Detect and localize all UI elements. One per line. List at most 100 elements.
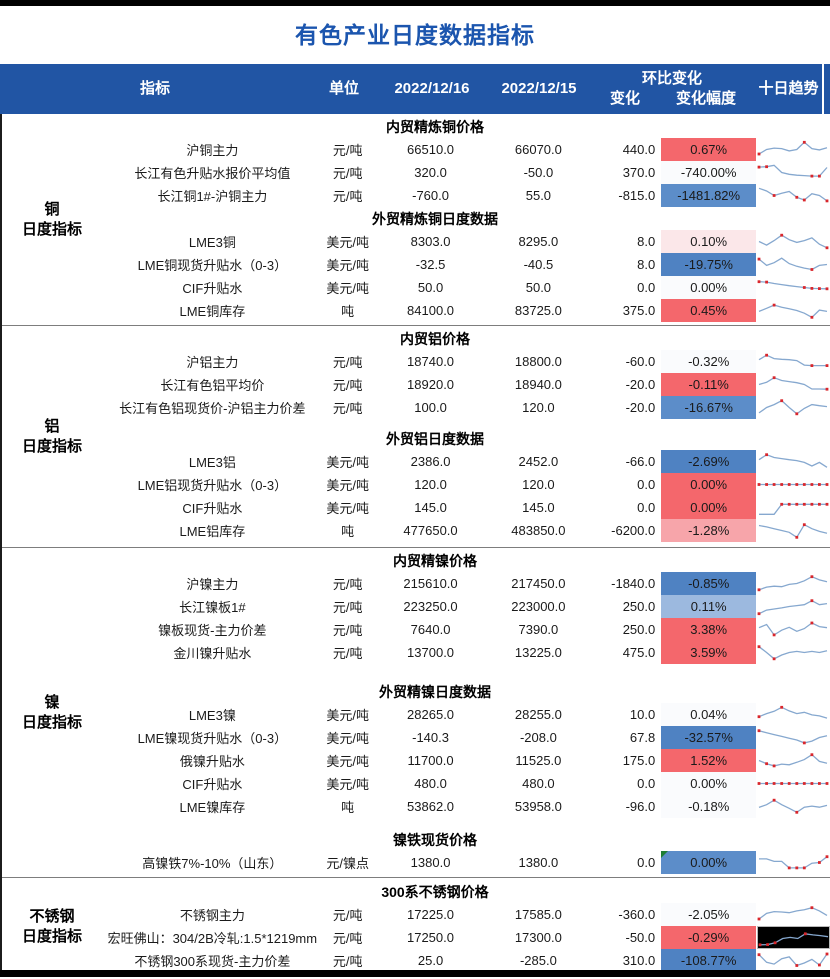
- trend-sparkline-cell: [757, 230, 830, 253]
- change-value: 250.0: [622, 599, 656, 614]
- value-current: 17250.0: [406, 930, 454, 945]
- sparkline-chart: [758, 187, 829, 203]
- value-current: 1380.0: [410, 855, 451, 870]
- change-value: -1840.0: [611, 576, 656, 591]
- value-previous: 145.0: [522, 500, 555, 515]
- change-rate-cell: 0.11%: [661, 595, 757, 618]
- change-value: 475.0: [622, 645, 656, 660]
- sparkline-chart: [757, 705, 828, 719]
- change-value: 10.0: [629, 707, 656, 722]
- value-current: 8303.0: [410, 234, 451, 249]
- col-header-date-current: 2022/12/16: [394, 80, 470, 97]
- sparkline-chart: [758, 621, 828, 637]
- indicator-name: CIF升贴水: [182, 501, 243, 516]
- trend-sparkline-cell: [757, 749, 830, 772]
- unit-cell: 元/吨: [332, 623, 363, 638]
- trend-sparkline-cell: [757, 703, 830, 726]
- change-rate-cell: 0.67%: [661, 138, 757, 161]
- indicator-name: 长江铜1#-沪铜主力: [157, 189, 268, 204]
- value-previous: -208.0: [519, 730, 557, 745]
- sparkline-chart: [757, 906, 828, 921]
- group-label-line: 日度指标: [21, 713, 82, 731]
- indicator-name: 俄镍升贴水: [179, 754, 245, 769]
- indicator-name: LME镍库存: [179, 800, 246, 815]
- value-previous: 480.0: [522, 776, 555, 791]
- unit-cell: 吨: [341, 304, 355, 319]
- table-row: LME镍现货升贴水（0-3） 美元/吨 -140.3 -208.0 67.8 -32.57…: [0, 726, 830, 749]
- indicator-name: 镍板现货-主力价差: [158, 623, 267, 638]
- value-current: 120.0: [414, 477, 447, 492]
- trend-sparkline-cell: [757, 795, 830, 818]
- value-previous: 223000.0: [511, 599, 566, 614]
- trend-sparkline-cell: [757, 184, 830, 207]
- change-rate-cell: -2.69%: [661, 450, 757, 473]
- change-value: 0.0: [637, 855, 656, 870]
- change-value: 8.0: [637, 257, 656, 272]
- sparkline-chart: [759, 855, 829, 870]
- change-value: 8.0: [637, 234, 656, 249]
- table-header: 指标 单位 2022/12/16 2022/12/15 环比变化 变化 变化幅度…: [0, 64, 830, 114]
- sparkline-chart: [759, 502, 829, 515]
- unit-cell: 元/吨: [332, 401, 363, 416]
- value-current: 100.0: [414, 400, 447, 415]
- unit-cell: 吨: [341, 800, 355, 815]
- change-value: 0.0: [637, 477, 656, 492]
- sparkline-chart: [758, 453, 828, 468]
- trend-sparkline-cell: [757, 161, 830, 184]
- value-current: 223250.0: [403, 599, 458, 614]
- group-label-line: 日度指标: [21, 220, 82, 238]
- col-header-change-rate: 变化幅度: [675, 90, 736, 107]
- group-label-line: 铜: [44, 200, 60, 218]
- value-previous: 83725.0: [514, 303, 562, 318]
- sparkline-chart: [758, 303, 828, 319]
- col-header-mom-group: 环比变化: [641, 70, 702, 87]
- trend-sparkline-cell: [757, 851, 830, 874]
- value-previous: 50.0: [525, 280, 552, 295]
- change-value: -20.0: [625, 377, 656, 392]
- change-rate-cell: 0.45%: [661, 299, 757, 322]
- change-value: 67.8: [629, 730, 656, 745]
- change-value: 375.0: [622, 303, 656, 318]
- sparkline-chart: [758, 753, 828, 768]
- value-previous: 2452.0: [518, 454, 559, 469]
- change-rate-cell: -0.29%: [661, 926, 756, 949]
- table-row: LME3铝 美元/吨 2386.0 2452.0 -66.0 -2.69%: [0, 450, 830, 473]
- change-rate-cell: -0.85%: [661, 572, 757, 595]
- metal-section: 铜日度指标 内贸精炼铜价格 沪铜主力 元/吨 66510.0 66070.0 440.0 0.…: [0, 114, 830, 325]
- metal-section: 铝日度指标 内贸铝价格 沪铝主力 元/吨 18740.0 18800.0 -60.0 -0.3…: [0, 325, 830, 547]
- unit-cell: 美元/吨: [326, 281, 369, 296]
- change-rate-cell: 0.00%: [661, 851, 757, 874]
- value-previous: -50.0: [523, 165, 554, 180]
- unit-cell: 美元/吨: [326, 478, 369, 493]
- unit-cell: 元/吨: [332, 577, 363, 592]
- change-value: -360.0: [618, 907, 656, 922]
- value-current: 11700.0: [407, 753, 454, 768]
- bottom-border-bar: [0, 970, 830, 977]
- category-subheader: 300系不锈钢价格: [381, 884, 489, 900]
- value-current: 50.0: [417, 280, 444, 295]
- change-rate-cell: 0.00%: [661, 496, 757, 519]
- table-row: 俄镍升贴水 美元/吨 11700.0 11525.0 175.0 1.52%: [0, 749, 830, 772]
- table-row: 长江有色铝平均价 元/吨 18920.0 18940.0 -20.0 -0.11%: [0, 373, 830, 396]
- table-row: LME铜现货升贴水（0-3） 美元/吨 -32.5 -40.5 8.0 -19.75%: [0, 253, 830, 276]
- table-row: CIF升贴水 美元/吨 145.0 145.0 0.0 0.00%: [0, 496, 830, 519]
- table-row: 长江镍板1# 元/吨 223250.0 223000.0 250.0 0.11%: [0, 595, 830, 618]
- sparkline-chart: [758, 353, 829, 367]
- group-label: 铝日度指标: [0, 417, 104, 457]
- unit-cell: 美元/吨: [326, 501, 369, 516]
- sparkline-chart: [757, 140, 828, 156]
- category-subheader: 外贸精镍日度数据: [379, 684, 491, 700]
- table-row: CIF升贴水 美元/吨 50.0 50.0 0.0 0.00%: [0, 276, 830, 299]
- change-rate-cell: -2.05%: [661, 903, 757, 926]
- indicator-name: 长江有色铝现货价-沪铝主力价差: [119, 401, 306, 416]
- table-row: LME镍库存 吨 53862.0 53958.0 -96.0 -0.18%: [0, 795, 830, 818]
- indicator-name: LME铝现货升贴水（0-3）: [137, 478, 288, 493]
- table-row: LME3铜 美元/吨 8303.0 8295.0 8.0 0.10%: [0, 230, 830, 253]
- table-row: 沪镍主力 元/吨 215610.0 217450.0 -1840.0 -0.85%: [0, 572, 830, 595]
- sparkline-chart: [757, 782, 829, 785]
- table-row: 高镍铁7%-10%（山东） 元/镍点 1380.0 1380.0 0.0 0.00%: [0, 851, 830, 874]
- change-value: 0.0: [637, 500, 656, 515]
- col-header-trend: 十日趋势: [758, 80, 819, 97]
- indicator-name: LME铜现货升贴水（0-3）: [137, 258, 288, 273]
